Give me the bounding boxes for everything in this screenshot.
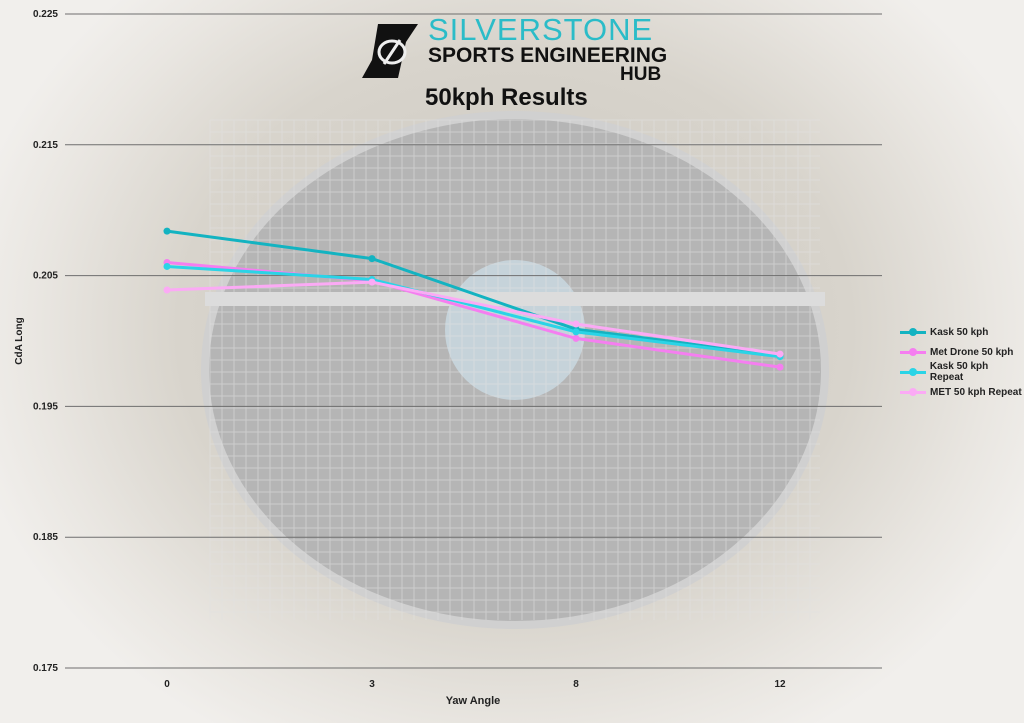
series-line (166, 261, 781, 369)
legend-label: Kask 50 kph Repeat (929, 361, 989, 383)
series-line (166, 229, 781, 357)
logo-hub: HUB (620, 64, 662, 85)
data-point (572, 328, 580, 336)
x-tick-label: 8 (573, 679, 579, 690)
data-point (163, 262, 171, 270)
legend-label: MET 50 kph Repeat (930, 386, 1022, 398)
x-axis-label: Yaw Angle (446, 695, 501, 707)
y-tick-label: 0.215 (33, 140, 58, 151)
data-point (572, 334, 580, 342)
legend-item: Kask 50 kph (900, 322, 1024, 342)
data-point (572, 320, 580, 328)
legend-item: Met Drone 50 kph (900, 342, 1024, 362)
data-point (368, 278, 376, 286)
series-2 (163, 262, 784, 361)
legend-swatch (900, 388, 926, 396)
legend-item: Kask 50 kph Repeat (900, 361, 1024, 383)
series-3 (163, 278, 784, 358)
data-point (776, 363, 784, 371)
legend-label: Met Drone 50 kph (930, 346, 1014, 358)
legend-item: MET 50 kph Repeat (900, 382, 1024, 402)
x-tick-label: 12 (774, 679, 786, 690)
series-line (166, 280, 781, 356)
data-point (776, 350, 784, 358)
silverstone-logo-icon (362, 24, 418, 78)
y-tick-label: 0.205 (33, 271, 58, 282)
chart-title: 50kph Results (425, 84, 588, 111)
legend-label: Kask 50 kph (930, 326, 989, 338)
data-point (368, 255, 376, 263)
y-axis-label: CdA Long (14, 317, 25, 364)
legend-swatch (900, 368, 926, 376)
legend: Kask 50 kph Met Drone 50 kph Kask 50 kph R… (900, 322, 1024, 402)
x-tick-label: 0 (164, 679, 170, 690)
y-tick-label: 0.195 (33, 401, 58, 412)
legend-swatch (900, 348, 926, 356)
y-tick-label: 0.175 (33, 663, 58, 674)
data-point (163, 286, 171, 294)
y-tick-label: 0.185 (33, 532, 58, 543)
legend-swatch (900, 328, 926, 336)
logo-sports-engineering: SPORTS ENGINEERING (428, 44, 668, 67)
series-0 (163, 227, 784, 359)
series-line (166, 264, 781, 359)
logo-silverstone: SILVERSTONE (428, 12, 654, 47)
data-point (163, 227, 171, 235)
y-tick-label: 0.225 (33, 9, 58, 20)
x-tick-label: 3 (369, 679, 375, 690)
